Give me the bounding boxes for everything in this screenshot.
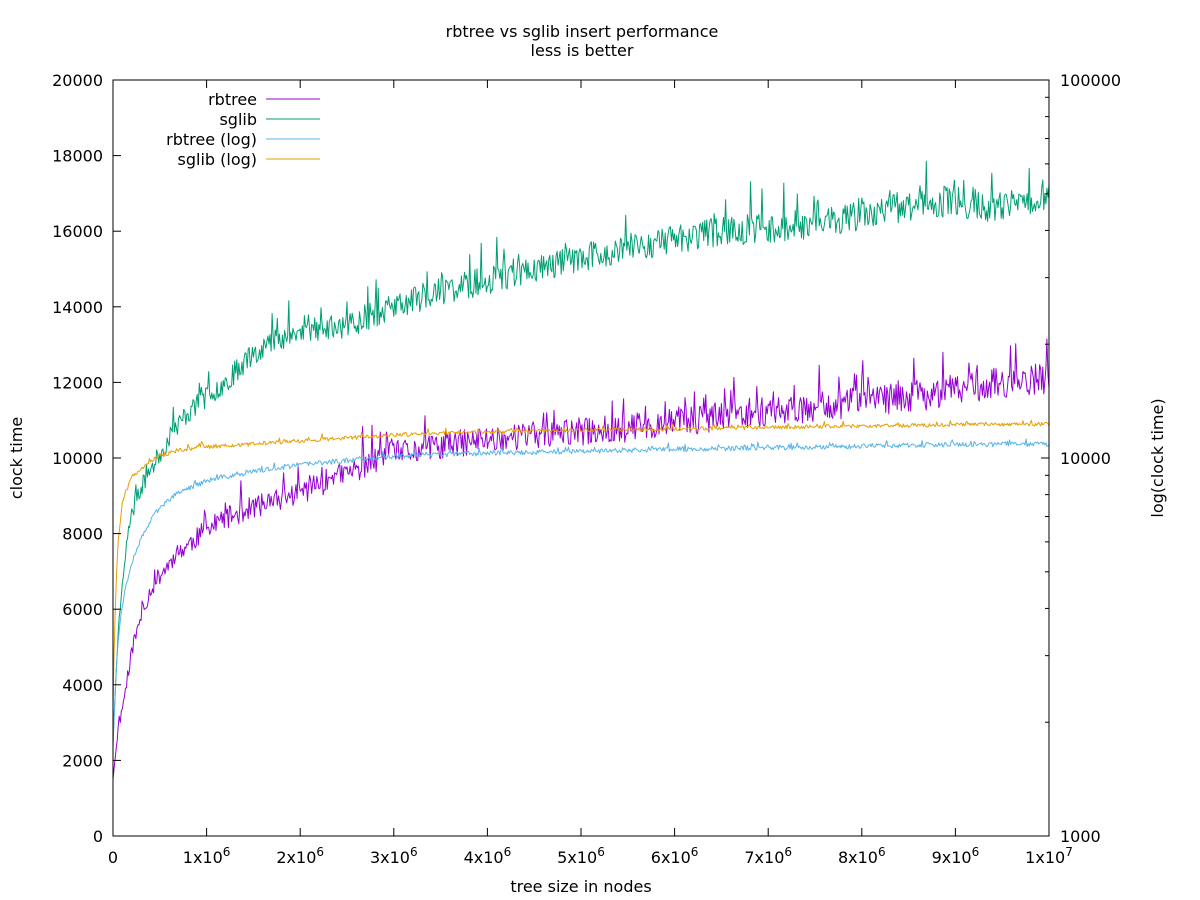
x-tick-label: 4x106 [464,845,512,867]
x-tick-label: 7x106 [744,845,792,867]
x-tick-label: 5x106 [557,845,605,867]
legend-label-2: rbtree (log) [166,130,257,149]
y-tick-label: 8000 [62,525,103,544]
x-tick-label: 6x106 [651,845,699,867]
x-tick-label: 3x106 [370,845,418,867]
y-tick-label: 2000 [62,751,103,770]
y2-axis-title: log(clock time) [1148,398,1167,517]
series-line-3 [112,419,1050,707]
x-tick-label: 2x106 [276,845,324,867]
chart-title: rbtree vs sglib insert performance [446,22,719,41]
y-tick-label: 6000 [62,600,103,619]
plot-lines [112,160,1050,780]
y-tick-label: 10000 [52,449,103,468]
x-tick-label: 8x106 [838,845,886,867]
chart-subtitle: less is better [531,41,634,60]
x-tick-label: 0 [108,848,118,867]
y-tick-label: 12000 [52,373,103,392]
series-line-2 [112,438,1050,749]
legend-label-1: sglib [219,110,257,129]
y-tick-label: 4000 [62,676,103,695]
ticks: 0 1x106 2x106 3x106 4x106 5x106 6x106 7x106 8x10… [52,71,1121,867]
y-tick-label: 14000 [52,298,103,317]
series-line-1 [112,160,1050,742]
y-tick-label: 20000 [52,71,103,90]
x-tick-label: 1x106 [183,845,231,867]
y-axis-title: clock time [7,417,26,499]
y-tick-label: 16000 [52,222,103,241]
x-tick-label: 9x106 [932,845,980,867]
plot-frame [112,79,1050,837]
y2-tick-label: 1000 [1060,827,1101,846]
y-tick-label: 18000 [52,147,103,166]
y-tick-label: 0 [93,827,103,846]
legend-label-0: rbtree [208,90,257,109]
series-line-0 [112,338,1050,780]
x-axis-title: tree size in nodes [510,877,651,896]
legend-label-3: sglib (log) [178,150,258,169]
y2-tick-label: 100000 [1060,71,1121,90]
y2-tick-label: 10000 [1060,449,1111,468]
x-tick-label: 1x107 [1025,845,1073,867]
